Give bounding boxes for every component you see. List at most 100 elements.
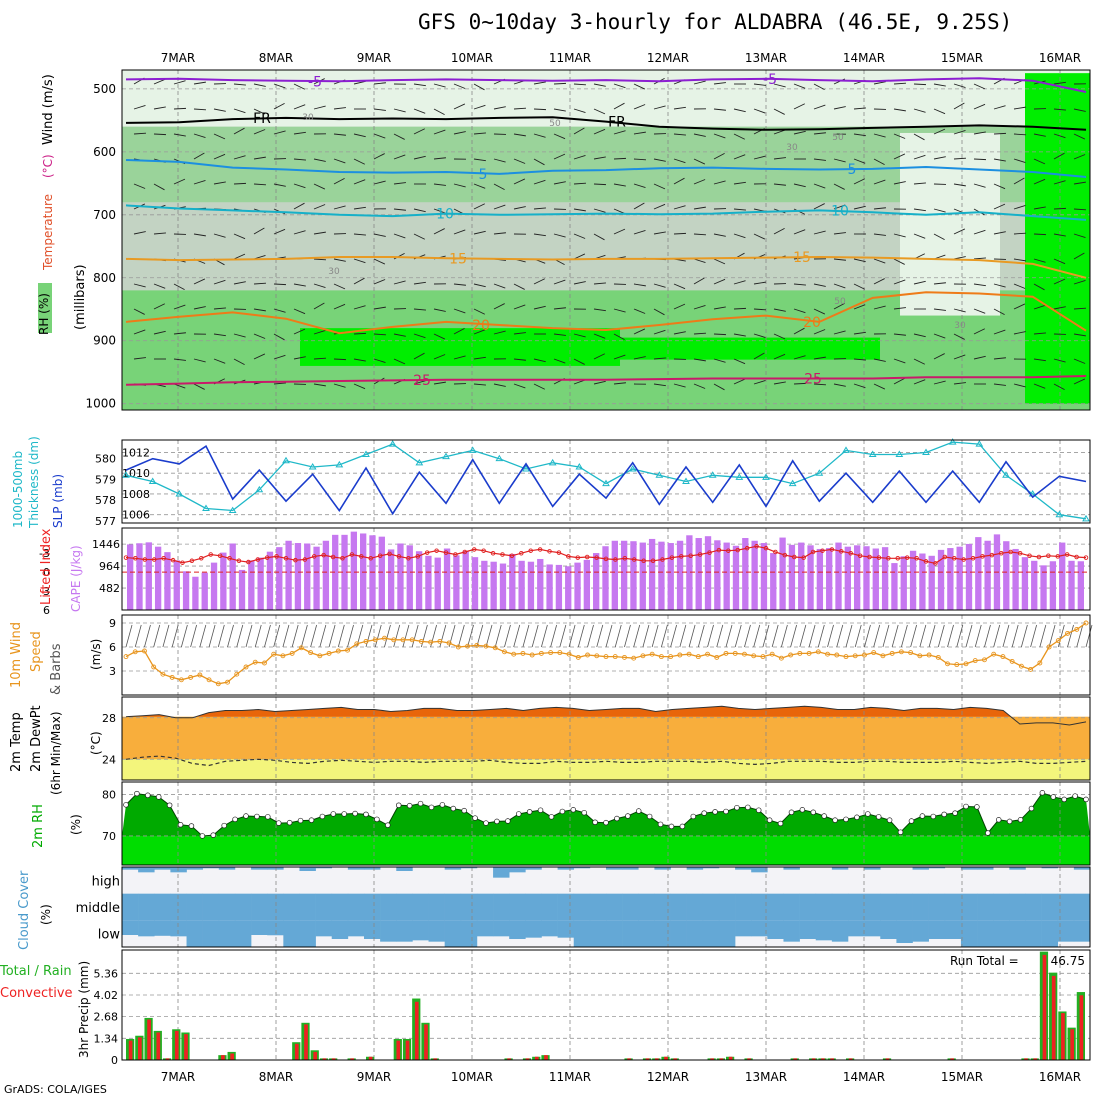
wind-barb-10m <box>726 625 732 647</box>
rh2m-marker <box>745 805 750 810</box>
precip-convective-bar <box>544 1055 548 1060</box>
precip-convective-bar <box>1061 1013 1065 1060</box>
cloud-bar-high <box>493 867 509 878</box>
wind-barb-10m <box>652 625 658 647</box>
isotherm-label: 25 <box>804 372 822 388</box>
date-label-bottom: 11MAR <box>549 1070 591 1084</box>
cloud-bar-middle <box>380 894 396 921</box>
date-label-top: 9MAR <box>357 51 392 65</box>
rh-contour-label: 50 <box>549 119 561 129</box>
cloud-bar-middle <box>267 894 283 921</box>
wind-barb-10m <box>495 625 501 647</box>
cloud-bar-low <box>574 920 590 947</box>
cloud-bar-middle <box>283 894 299 921</box>
rh2m-marker <box>811 810 816 815</box>
rh2m-marker <box>767 818 772 823</box>
cloud-bar-middle <box>880 894 896 921</box>
cloud-bar-low <box>154 920 170 935</box>
rh2m-marker <box>516 812 521 817</box>
precip-convective-bar <box>396 1041 400 1060</box>
cloud-bar-low <box>1042 920 1058 947</box>
cloud-bar-middle <box>606 894 622 921</box>
precip-convective-bar <box>129 1041 133 1060</box>
cloud-bar-low <box>929 920 945 939</box>
minmax-axis-title: (6hr Min/Max) <box>49 712 63 796</box>
cloud-bar-middle <box>122 894 138 921</box>
precip-convective-bar <box>147 1020 151 1060</box>
precip-convective-bar <box>304 1024 308 1060</box>
cloud-bar-middle <box>671 894 687 921</box>
cloud-bar-high <box>299 867 315 871</box>
cloud-bar-middle <box>1074 894 1090 921</box>
precip-convective-bar <box>184 1034 188 1060</box>
rh2m-marker <box>418 801 423 806</box>
wind-barb-10m <box>1003 625 1009 647</box>
cape-bar <box>696 538 702 610</box>
precip-axis-title-2: Convective <box>0 986 73 1001</box>
cloud-bar-low <box>461 920 477 947</box>
cape-bar <box>323 541 329 610</box>
wind-barb-10m <box>911 625 917 647</box>
cloud-bar-middle <box>687 894 703 921</box>
thickness-tick: 579 <box>95 473 116 486</box>
wind-barb-10m <box>200 625 206 647</box>
rh2m-marker <box>844 817 849 822</box>
date-label-bottom: 9MAR <box>357 1070 392 1084</box>
wind-barb-10m <box>412 625 418 647</box>
cape-bar <box>267 552 273 610</box>
wind-barb-10m <box>172 625 178 647</box>
precip-convective-bar <box>1043 955 1047 1060</box>
wind-barb-10m <box>274 625 280 647</box>
precip-frame <box>122 950 1090 1060</box>
wind-axis-title-3: & Barbs <box>49 643 64 695</box>
cloud-bar-low <box>622 920 638 947</box>
wind-barb-10m <box>348 625 354 647</box>
cloud-bar-low <box>348 920 364 936</box>
date-label-top: 7MAR <box>161 51 196 65</box>
rh2m-marker <box>167 803 172 808</box>
precip-convective-bar <box>406 1041 410 1060</box>
cloud-bar-low <box>170 920 186 936</box>
rh2m-marker <box>233 817 238 822</box>
wind-barb-10m <box>744 625 750 647</box>
wind-barb-10m <box>218 625 224 647</box>
slp-tick: 1006 <box>122 509 150 522</box>
cloud-bar-low <box>977 920 993 947</box>
cape-bar <box>509 554 515 610</box>
rh2m-tick: 70 <box>102 830 116 843</box>
cloud-bar-low <box>299 920 315 947</box>
wind-barb <box>914 84 926 85</box>
cloud-bar-middle <box>348 894 364 921</box>
cloud-bar-low <box>525 920 541 937</box>
temp-tick: 28 <box>102 712 116 725</box>
cape-bar <box>146 542 152 610</box>
wind-barb <box>354 333 366 334</box>
cape-bar <box>155 547 161 610</box>
cloud-bar-low <box>122 920 138 935</box>
rh2m-marker <box>789 810 794 815</box>
cloud-bar-low <box>203 920 219 947</box>
thickness-axis-title: 1000-500mb <box>11 451 25 528</box>
precip-tick: 4.02 <box>94 989 119 1002</box>
cloud-bar-middle <box>558 894 574 921</box>
rh2m-marker <box>1029 806 1034 811</box>
rh2m-marker <box>985 831 990 836</box>
cape-bar <box>630 541 636 610</box>
rh2m-marker <box>298 818 303 823</box>
wind-barb-10m <box>837 625 843 647</box>
wind-barb-10m <box>883 625 889 647</box>
rh2m-marker <box>189 824 194 829</box>
cloud-bar-middle <box>783 894 799 921</box>
rh2m-marker <box>778 821 783 826</box>
cape-bar <box>1031 561 1037 610</box>
cloud-row-label-low: low <box>98 928 121 943</box>
rh2m-marker <box>691 814 696 819</box>
wind-barb-10m <box>828 625 834 647</box>
wind-barb-10m <box>597 625 603 647</box>
rh-patch-dry <box>900 133 1000 316</box>
date-label-top: 10MAR <box>451 51 493 65</box>
cape-bar <box>220 553 226 610</box>
rh2m-marker <box>527 809 532 814</box>
cloud-bar-middle <box>622 894 638 921</box>
